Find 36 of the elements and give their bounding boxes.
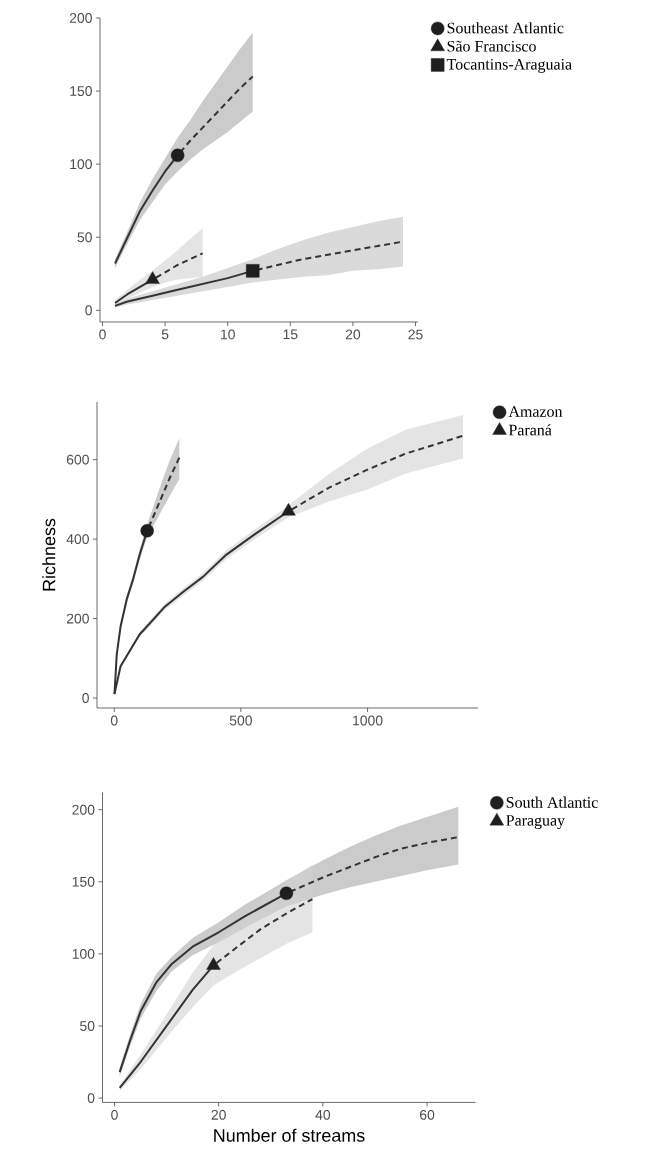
y-axis-title: Richness	[42, 518, 56, 591]
x-tick-label: 0	[111, 1109, 118, 1120]
legend-label: Tocantins-Araguaia	[446, 58, 572, 73]
y-tick-label: 50	[77, 232, 92, 243]
y-tick-label: 200	[66, 613, 89, 624]
y-tick-label: 100	[70, 159, 92, 170]
x-tick-label: 500	[229, 715, 252, 726]
x-tick-label: 15	[283, 329, 298, 340]
y-tick-label: 50	[80, 1021, 95, 1031]
x-tick-label: 0	[110, 715, 118, 726]
y-tick-label: 0	[85, 305, 92, 316]
x-tick-label: 1000	[353, 715, 383, 726]
y-tick-label: 100	[72, 948, 95, 959]
legend-label: South Atlantic	[506, 796, 598, 808]
x-axis-title: Number of streams	[214, 1128, 365, 1142]
legend-label: Paraná	[508, 424, 552, 436]
x-tick-label: 0	[99, 329, 106, 340]
legend-label: Amazon	[508, 406, 563, 417]
legend-label: Paraguay	[506, 815, 565, 830]
y-tick-label: 0	[82, 693, 89, 703]
legend-label: São Francisco	[447, 40, 536, 52]
y-tick-label: 150	[72, 876, 95, 887]
legend-label: Southeast Atlantic	[447, 22, 564, 34]
y-tick-label: 400	[66, 534, 89, 545]
x-tick-label: 5	[161, 329, 169, 340]
y-tick-label: 0	[87, 1093, 95, 1104]
y-tick-label: 200	[72, 804, 95, 815]
y-tick-label: 150	[70, 86, 92, 96]
x-tick-label: 10	[221, 329, 235, 340]
x-tick-label: 60	[420, 1109, 435, 1120]
x-tick-label: 20	[211, 1109, 226, 1120]
y-tick-label: 600	[66, 454, 89, 465]
x-tick-label: 40	[315, 1109, 331, 1120]
x-tick-label: 20	[345, 329, 361, 340]
x-tick-label: 25	[408, 329, 423, 340]
y-tick-label: 200	[69, 13, 92, 23]
